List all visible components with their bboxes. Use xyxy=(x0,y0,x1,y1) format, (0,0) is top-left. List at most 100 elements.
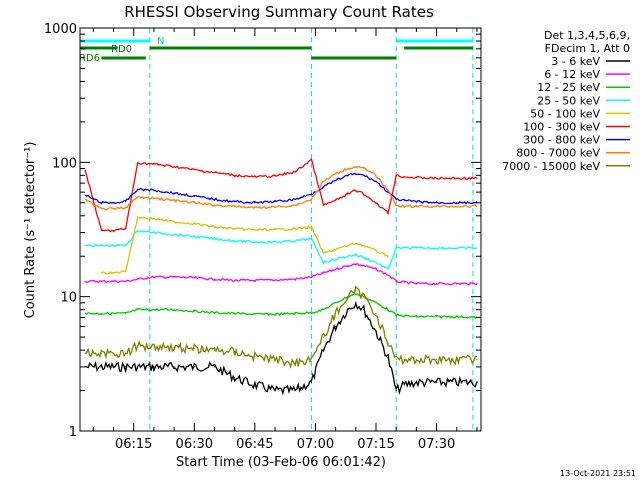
data-point xyxy=(193,235,195,238)
data-point xyxy=(415,176,417,179)
x-tick-label: 07:00 xyxy=(297,437,334,452)
data-point xyxy=(193,222,195,225)
data-point xyxy=(403,205,405,207)
data-point xyxy=(403,359,405,361)
data-point xyxy=(213,226,216,228)
data-point xyxy=(112,352,115,354)
data-point xyxy=(84,244,86,247)
data-point xyxy=(137,162,139,164)
data-point xyxy=(213,349,216,351)
data-point xyxy=(347,296,349,298)
data-point xyxy=(363,167,365,170)
data-point xyxy=(112,312,115,315)
data-point xyxy=(254,202,256,204)
data-point xyxy=(335,180,337,182)
data-point xyxy=(415,205,417,207)
data-point xyxy=(234,312,236,315)
data-point xyxy=(274,359,276,361)
data-point xyxy=(347,309,349,311)
data-point xyxy=(395,359,397,361)
data-point xyxy=(335,258,337,260)
data-point xyxy=(363,309,365,311)
legend-label: 6 - 12 keV xyxy=(544,68,600,81)
data-point xyxy=(213,204,216,206)
data-point xyxy=(476,247,478,249)
data-point xyxy=(387,212,389,214)
data-point xyxy=(310,381,312,384)
series-layer xyxy=(84,158,478,396)
data-point xyxy=(100,366,103,368)
data-point xyxy=(213,312,216,314)
data-point xyxy=(153,197,155,199)
series-line xyxy=(85,301,478,396)
data-point xyxy=(456,177,458,179)
series-line xyxy=(84,292,478,320)
data-point xyxy=(84,280,86,282)
legend-label: 3 - 6 keV xyxy=(551,55,600,68)
data-point xyxy=(435,381,438,384)
series-line xyxy=(85,230,477,270)
data-point xyxy=(234,351,236,353)
data-point xyxy=(274,229,276,231)
data-point xyxy=(254,229,256,231)
data-point xyxy=(294,171,296,173)
data-point xyxy=(234,205,236,207)
data-point xyxy=(347,167,349,170)
data-point xyxy=(173,366,175,368)
x-tick-label: 07:30 xyxy=(418,437,455,452)
data-point xyxy=(173,199,175,202)
data-point xyxy=(137,196,139,198)
chart-title: RHESSI Observing Summary Count Rates xyxy=(124,3,434,21)
data-point xyxy=(395,314,397,316)
data-point xyxy=(355,254,357,256)
data-point xyxy=(355,242,357,244)
data-point xyxy=(375,180,377,183)
data-point xyxy=(456,283,458,285)
annotation-layer: N RD0 RD6 xyxy=(79,36,473,64)
data-point xyxy=(363,193,365,195)
data-point xyxy=(375,302,377,304)
data-point xyxy=(213,278,216,280)
x-tick-label: 06:15 xyxy=(115,437,152,452)
data-point xyxy=(125,352,127,354)
data-point xyxy=(403,315,405,317)
data-point xyxy=(403,176,405,178)
data-point xyxy=(294,204,296,206)
data-point xyxy=(254,279,256,282)
data-point xyxy=(193,348,195,350)
data-point xyxy=(387,274,389,276)
data-point xyxy=(294,198,296,200)
data-point xyxy=(363,296,365,298)
data-point xyxy=(435,283,438,285)
data-point xyxy=(274,241,276,243)
data-point xyxy=(387,342,389,344)
data-point xyxy=(435,359,438,361)
data-point xyxy=(213,366,216,368)
data-point xyxy=(395,247,397,249)
data-point xyxy=(173,233,175,236)
series-line xyxy=(84,165,478,211)
data-point xyxy=(84,312,86,315)
decim-label-rd6: RD6 xyxy=(79,53,100,64)
series-6 xyxy=(84,158,478,233)
data-point xyxy=(456,381,458,384)
data-point xyxy=(84,198,86,200)
x-axis-label: Start Time (03-Feb-06 06:01:42) xyxy=(176,455,386,470)
data-point xyxy=(476,177,478,179)
data-point xyxy=(254,176,256,178)
data-point xyxy=(322,180,325,183)
data-point xyxy=(387,255,389,257)
x-axis: 06:15 06:30 06:45 07:00 07:15 07:30 xyxy=(92,28,478,452)
data-point xyxy=(193,202,195,204)
data-point xyxy=(234,228,236,230)
data-point xyxy=(84,194,86,196)
data-point xyxy=(125,366,127,368)
data-point xyxy=(213,198,216,200)
data-point xyxy=(355,290,357,292)
data-point xyxy=(294,240,296,242)
data-point xyxy=(322,349,325,351)
data-point xyxy=(234,376,236,379)
data-point xyxy=(100,230,103,232)
data-point xyxy=(294,362,296,364)
